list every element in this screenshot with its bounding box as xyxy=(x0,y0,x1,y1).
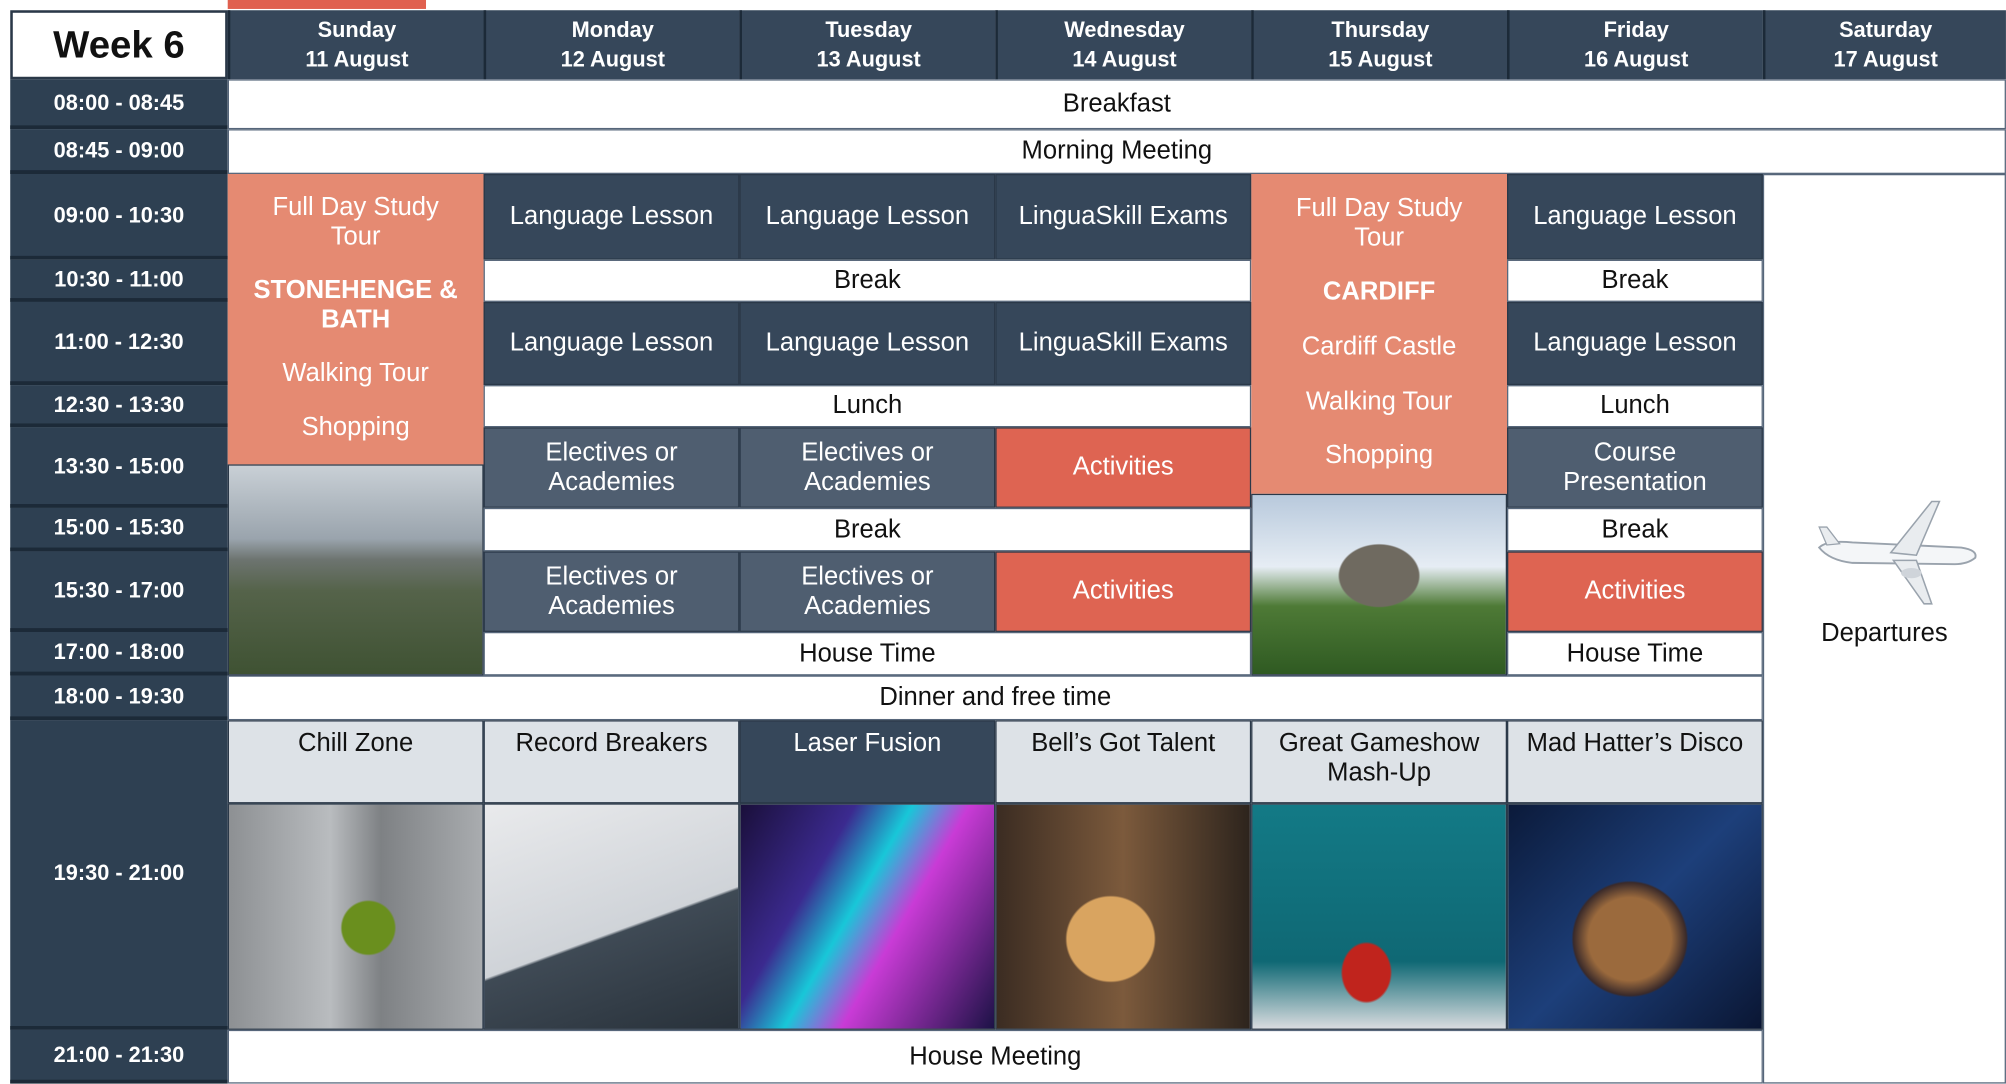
day-date: 12 August xyxy=(560,47,665,72)
activity-block: Language Lesson xyxy=(1507,173,1763,260)
activity-block: Break xyxy=(483,507,1252,552)
activity-block: Break xyxy=(1507,507,1763,552)
study-tour: Full Day Study Tour CARDIFF Cardiff Castle… xyxy=(1251,173,1508,494)
day-name: Sunday xyxy=(317,17,397,43)
day-name: Wednesday xyxy=(1064,17,1185,43)
activity-block: Language Lesson xyxy=(739,173,996,260)
time-slot: 18:00 - 19:30 xyxy=(10,675,228,721)
time-slot: 09:00 - 10:30 xyxy=(10,173,228,260)
common-row: Morning Meeting xyxy=(227,129,2006,174)
day-header: Monday 12 August xyxy=(483,10,740,80)
departures: Departures xyxy=(1821,618,1948,647)
accent-bar xyxy=(227,0,427,9)
activity-block: Activities xyxy=(995,551,1252,632)
activity-block: Electives or Academies xyxy=(739,551,996,632)
day-name: Tuesday xyxy=(825,17,912,43)
evening-activity: Great Gameshow Mash-Up xyxy=(1251,720,1508,804)
activity-block: Lunch xyxy=(483,385,1252,428)
day-date: 16 August xyxy=(1584,47,1689,72)
evening-photo xyxy=(1251,803,1508,1030)
time-slot: 08:45 - 09:00 xyxy=(10,129,228,174)
tour-item: Shopping xyxy=(301,412,410,441)
time-slot: 19:30 - 21:00 xyxy=(10,720,228,1030)
activity-block: LinguaSkill Exams xyxy=(995,301,1252,386)
tour-item: Walking Tour xyxy=(1305,387,1453,416)
day-header: Thursday 15 August xyxy=(1251,10,1508,80)
tour-title: Full Day Study Tour xyxy=(1295,194,1463,252)
time-slot: 15:30 - 17:00 xyxy=(10,551,228,632)
activity-block: House Time xyxy=(1507,631,1763,676)
tour-title: Full Day Study Tour xyxy=(272,193,439,252)
activity-block: Electives or Academies xyxy=(483,427,740,508)
activity-block: Break xyxy=(483,259,1252,302)
tour-item: Walking Tour xyxy=(282,359,429,388)
day-date: 11 August xyxy=(305,47,409,72)
day-date: 13 August xyxy=(816,47,921,72)
day-header: Wednesday 14 August xyxy=(995,10,1252,80)
activity-block: Electives or Academies xyxy=(483,551,740,632)
activity-block: Language Lesson xyxy=(739,301,996,386)
day-date: 14 August xyxy=(1072,47,1177,72)
evening-photo xyxy=(995,803,1252,1030)
day-date: 15 August xyxy=(1328,47,1433,72)
activity-block: LinguaSkill Exams xyxy=(995,173,1252,260)
evening-photo xyxy=(1507,803,1763,1030)
day-header: Sunday 11 August xyxy=(227,10,484,80)
day-header: Tuesday 13 August xyxy=(739,10,996,80)
evening-activity: Bell’s Got Talent xyxy=(995,720,1252,804)
time-slot: 11:00 - 12:30 xyxy=(10,301,228,386)
evening-activity: Chill Zone xyxy=(227,720,484,804)
time-slot: 15:00 - 15:30 xyxy=(10,507,228,552)
tour-photo xyxy=(1251,493,1508,676)
evening-photo xyxy=(227,803,484,1030)
day-header: Saturday 17 August xyxy=(1762,10,2006,80)
activity-block: Language Lesson xyxy=(1507,301,1763,386)
activity-block: Activities xyxy=(995,427,1252,508)
day-name: Friday xyxy=(1603,17,1669,43)
common-row: House Meeting xyxy=(227,1029,1763,1084)
study-tour: Full Day Study Tour STONEHENGE & BATH Walk… xyxy=(227,173,484,465)
day-header: Friday 16 August xyxy=(1507,10,1763,80)
day-name: Thursday xyxy=(1331,17,1430,43)
tour-item: Cardiff Castle xyxy=(1301,332,1457,361)
evening-activity: Record Breakers xyxy=(483,720,740,804)
evening-activity: Mad Hatter’s Disco xyxy=(1507,720,1763,804)
evening-photo xyxy=(483,803,740,1030)
week-title: Week 6 xyxy=(10,10,228,80)
time-slot: 08:00 - 08:45 xyxy=(10,79,228,130)
activity-block: Language Lesson xyxy=(483,173,740,260)
evening-activity: Laser Fusion xyxy=(739,720,996,804)
time-slot: 12:30 - 13:30 xyxy=(10,385,228,428)
activity-block: Language Lesson xyxy=(483,301,740,386)
time-slot: 17:00 - 18:00 xyxy=(10,631,228,676)
activity-block: Course Presentation xyxy=(1507,427,1763,508)
day-date: 17 August xyxy=(1833,47,1938,72)
evening-photo xyxy=(739,803,996,1030)
common-row: Breakfast xyxy=(227,79,2006,130)
saturday-column xyxy=(1762,173,2006,1084)
activity-block: Lunch xyxy=(1507,385,1763,428)
activity-block: Break xyxy=(1507,259,1763,302)
activity-block: Electives or Academies xyxy=(739,427,996,508)
activity-block: House Time xyxy=(483,631,1252,676)
tour-destination: CARDIFF xyxy=(1322,278,1436,307)
tour-destination: STONEHENGE & BATH xyxy=(253,276,458,335)
tour-photo xyxy=(227,464,484,676)
time-slot: 10:30 - 11:00 xyxy=(10,259,228,302)
plane-icon xyxy=(1817,500,1977,605)
time-slot: 21:00 - 21:30 xyxy=(10,1029,228,1084)
day-name: Saturday xyxy=(1839,17,1933,43)
activity-block: Activities xyxy=(1507,551,1763,632)
time-slot: 13:30 - 15:00 xyxy=(10,427,228,508)
day-name: Monday xyxy=(571,17,654,43)
tour-item: Shopping xyxy=(1325,441,1434,470)
common-row: Dinner and free time xyxy=(227,675,1763,721)
